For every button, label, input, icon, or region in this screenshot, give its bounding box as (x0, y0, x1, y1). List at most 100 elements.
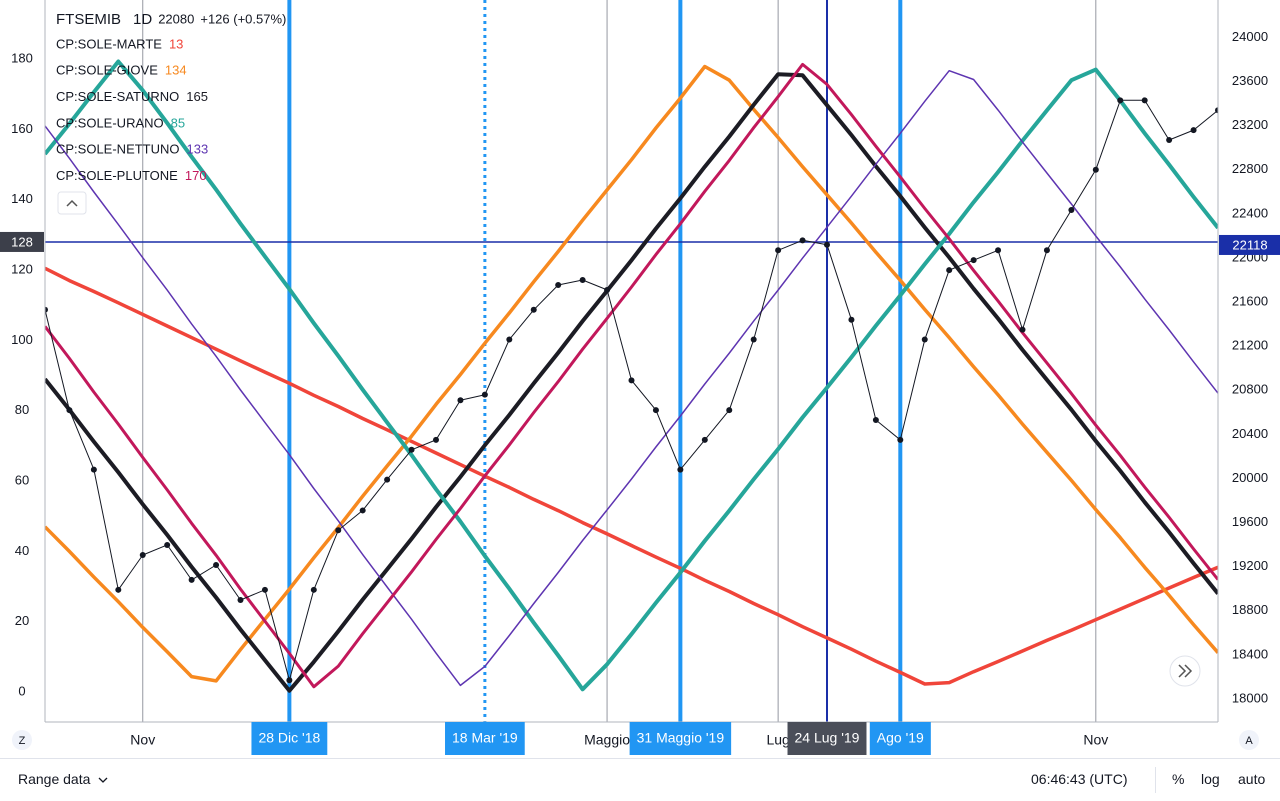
price-point (261, 586, 268, 593)
price-point (90, 466, 97, 473)
y2-tick-label: 19200 (1232, 558, 1268, 573)
y2-tick-label: 20800 (1232, 382, 1268, 397)
legend-item: CP:SOLE-GIOVE 134 (56, 63, 187, 78)
price-point (848, 316, 855, 323)
legend-name: CP:SOLE-GIOVE (56, 63, 158, 78)
y2-tick-label: 23200 (1232, 117, 1268, 132)
price-point (1215, 107, 1218, 114)
date-label: 18 Mar '19 (452, 730, 518, 746)
price-point (359, 507, 366, 514)
x-tick-label: Maggio (584, 732, 630, 748)
series-line (45, 59, 1218, 692)
date-label-bg (787, 722, 867, 755)
button-bg[interactable] (57, 191, 87, 215)
price-point (1166, 137, 1173, 144)
price-point (457, 397, 464, 404)
price-point (946, 267, 953, 274)
y-tick-label: 180 (11, 51, 33, 66)
price-point (237, 596, 244, 603)
date-label: 31 Maggio '19 (637, 730, 725, 746)
background (0, 0, 1280, 758)
legend-symbol: FTSEMIB (56, 11, 121, 28)
price-point (1190, 127, 1197, 134)
annotation-lines (45, 0, 1218, 722)
collapse-icon[interactable] (66, 199, 78, 207)
price-point (628, 377, 635, 384)
legend-item: CP:SOLE-URANO 85 (56, 115, 185, 130)
legend-name: CP:SOLE-PLUTONE (56, 168, 178, 183)
hline-label-bg (1219, 234, 1280, 255)
price-point (970, 257, 977, 264)
legend-collapse[interactable] (57, 191, 87, 215)
price-point (701, 436, 708, 443)
series-line (45, 64, 1218, 683)
price-point (481, 391, 488, 398)
legend-value: 133 (187, 142, 209, 157)
grid (142, 0, 1097, 722)
legend-value: 134 (165, 63, 187, 78)
price-point (164, 541, 171, 548)
button-bg[interactable] (12, 730, 32, 750)
y2-tick-label: 20400 (1232, 426, 1268, 441)
clock: 06:46:43 (UTC) (1031, 771, 1128, 787)
price-point (1068, 207, 1075, 214)
y2-tick-label: 19600 (1232, 514, 1268, 529)
overlay: 0 20 40 60 80 100 120 140 160 180 18000 18400 18800 1… (0, 11, 1280, 755)
price-point (384, 476, 391, 483)
legend-value: 85 (171, 115, 185, 130)
button-label[interactable]: A (1245, 735, 1253, 747)
price-point (1141, 97, 1148, 104)
y2-tick-label: 24000 (1232, 29, 1268, 44)
x-tick-label: Nov (1083, 732, 1108, 748)
price-point (1043, 247, 1050, 254)
price-point (995, 247, 1002, 254)
y-tick-label: 100 (11, 332, 33, 347)
button-label[interactable]: Z (19, 735, 26, 747)
legend-item: CP:SOLE-SATURNO 165 (56, 89, 208, 104)
series-line (45, 69, 1218, 687)
auto-button[interactable]: auto (1238, 771, 1266, 787)
price-point (506, 336, 513, 343)
percent-button[interactable]: % (1172, 771, 1185, 787)
price-point (604, 286, 611, 293)
legend-header: 22080 (158, 11, 194, 26)
y2-tick-label: 23600 (1232, 73, 1268, 88)
legend-name: CP:SOLE-URANO (56, 115, 164, 130)
y-tick-label: 40 (15, 543, 29, 558)
x-tick-label: Nov (130, 732, 155, 748)
price-point (1117, 97, 1124, 104)
date-label: 28 Dic '18 (258, 730, 320, 746)
date-label: Ago '19 (877, 730, 924, 746)
bottom-toolbar: Range data 06:46:43 (UTC) % log auto (0, 758, 1280, 801)
y-tick-label: 60 (15, 473, 29, 488)
price-point (921, 336, 928, 343)
price-point (824, 241, 830, 248)
y-tick-label: 0 (18, 684, 25, 699)
left-axis-button[interactable]: Z (12, 730, 32, 750)
button-bg[interactable] (1239, 730, 1259, 750)
range-button[interactable]: Range data (18, 771, 108, 787)
y2-tick-label: 18000 (1232, 690, 1268, 705)
range-label[interactable]: Range data (18, 771, 91, 787)
y2-tick-label: 18400 (1232, 646, 1268, 661)
legend-item: CP:SOLE-MARTE 13 (56, 36, 183, 51)
legend-item: CP:SOLE-NETTUNO 133 (56, 142, 208, 157)
chevron[interactable] (98, 776, 108, 784)
price-point (45, 306, 48, 313)
series-line (45, 266, 1218, 686)
scroll-icon[interactable] (1178, 664, 1193, 678)
right-axis-button[interactable]: A (1239, 730, 1259, 750)
price-point (677, 466, 684, 473)
series-line (45, 72, 1218, 693)
legend-value: 170 (185, 168, 207, 183)
legend-item: CP:SOLE-PLUTONE 170 (56, 168, 207, 183)
y2-tick-label: 22400 (1232, 205, 1268, 220)
log-button[interactable]: log (1201, 771, 1220, 787)
price-point (310, 586, 317, 593)
y-tick-label: 20 (15, 613, 29, 628)
y2-tick-label: 21600 (1232, 294, 1268, 309)
legend-value: 165 (186, 89, 208, 104)
scroll-button[interactable] (1169, 655, 1201, 687)
date-label-bg (869, 722, 931, 755)
y-tick-label: 80 (15, 402, 29, 417)
